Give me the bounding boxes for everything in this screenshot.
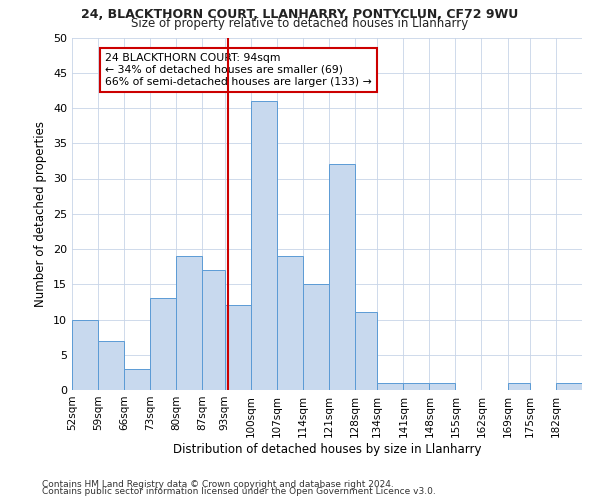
Bar <box>150 298 176 390</box>
Bar <box>251 101 277 390</box>
X-axis label: Distribution of detached houses by size in Llanharry: Distribution of detached houses by size … <box>173 442 481 456</box>
Bar <box>556 383 582 390</box>
Bar <box>124 369 150 390</box>
Bar <box>430 383 455 390</box>
Bar <box>329 164 355 390</box>
Bar <box>277 256 303 390</box>
Text: Contains public sector information licensed under the Open Government Licence v3: Contains public sector information licen… <box>42 487 436 496</box>
Bar <box>355 312 377 390</box>
Text: 24 BLACKTHORN COURT: 94sqm
← 34% of detached houses are smaller (69)
66% of semi: 24 BLACKTHORN COURT: 94sqm ← 34% of deta… <box>105 54 372 86</box>
Bar <box>403 383 430 390</box>
Text: Size of property relative to detached houses in Llanharry: Size of property relative to detached ho… <box>131 18 469 30</box>
Bar <box>508 383 530 390</box>
Bar <box>303 284 329 390</box>
Bar <box>377 383 403 390</box>
Bar <box>176 256 202 390</box>
Bar <box>72 320 98 390</box>
Text: 24, BLACKTHORN COURT, LLANHARRY, PONTYCLUN, CF72 9WU: 24, BLACKTHORN COURT, LLANHARRY, PONTYCL… <box>82 8 518 20</box>
Bar <box>98 340 124 390</box>
Bar <box>224 306 251 390</box>
Y-axis label: Number of detached properties: Number of detached properties <box>34 120 47 306</box>
Text: Contains HM Land Registry data © Crown copyright and database right 2024.: Contains HM Land Registry data © Crown c… <box>42 480 394 489</box>
Bar <box>202 270 224 390</box>
